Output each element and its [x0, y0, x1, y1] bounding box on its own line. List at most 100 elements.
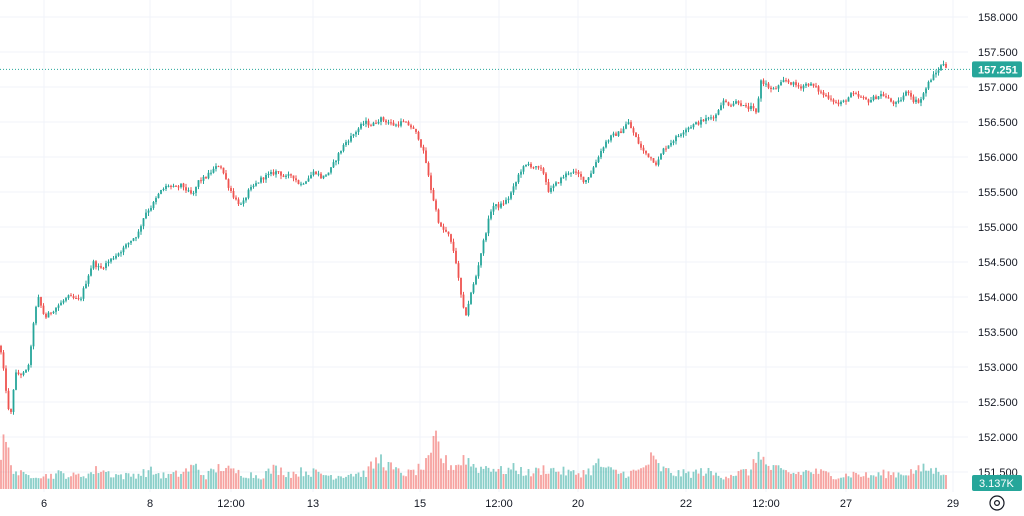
- volume-bar: [395, 467, 397, 489]
- candle-body: [177, 186, 180, 188]
- volume-bar: [830, 476, 832, 489]
- volume-bar: [257, 478, 260, 489]
- volume-bar: [0, 459, 2, 489]
- volume-bar: [20, 470, 22, 489]
- volume-bar: [860, 476, 862, 489]
- candle-body: [692, 124, 695, 128]
- volume-bar: [662, 466, 665, 489]
- volume-bar: [70, 476, 72, 489]
- candle-body: [387, 122, 390, 124]
- volume-label: 3.137K: [979, 478, 1015, 490]
- volume-bar: [212, 469, 215, 489]
- candle-body: [202, 176, 205, 181]
- candlesticks[interactable]: [0, 60, 947, 415]
- volume-bar: [100, 471, 102, 489]
- candle-body: [547, 182, 550, 192]
- volume-bar: [630, 470, 632, 489]
- candle-body: [92, 261, 95, 269]
- candle-body: [475, 276, 477, 285]
- candle-body: [652, 158, 655, 163]
- volume-bar: [635, 470, 637, 489]
- volume-bar: [125, 472, 127, 489]
- last-price-badge: 157.251: [972, 61, 1022, 78]
- volume-bar: [920, 471, 922, 489]
- candle-body: [760, 80, 762, 99]
- candle-body: [570, 172, 572, 174]
- candle-body: [727, 102, 730, 106]
- volume-bar: [12, 473, 15, 489]
- candle-body: [667, 145, 670, 149]
- volume-bar: [562, 466, 565, 489]
- candle-body: [445, 229, 447, 232]
- candle-body: [670, 142, 672, 146]
- candle-body: [530, 163, 532, 168]
- candle-body: [117, 253, 120, 256]
- volume-bar: [850, 477, 852, 489]
- y-axis[interactable]: 151.500152.000152.500153.000153.500154.0…: [978, 12, 1018, 479]
- gear-icon: [989, 495, 1005, 511]
- candle-body: [587, 177, 590, 181]
- candle-body: [790, 82, 792, 85]
- candle-body: [830, 98, 832, 100]
- candle-body: [557, 182, 560, 184]
- volume-bar: [732, 476, 735, 489]
- chart-settings-button[interactable]: [989, 495, 1005, 511]
- x-axis[interactable]: 6 8 12:00 13 15 12:00 20 22 12:00 27 29: [41, 498, 959, 510]
- volume-bar: [555, 471, 557, 489]
- volume-bar: [750, 469, 752, 489]
- candle-body: [342, 145, 345, 151]
- volume-bar: [600, 466, 602, 489]
- candle-body: [920, 99, 922, 103]
- volume-bar: [602, 467, 605, 489]
- volume-bar: [765, 464, 767, 489]
- volume-bar: [457, 464, 460, 489]
- volume-bar: [700, 468, 702, 489]
- volume-bar: [307, 474, 310, 489]
- volume-bar: [482, 468, 485, 489]
- candle-body: [180, 183, 182, 188]
- candle-body: [895, 102, 897, 104]
- volume-bar: [640, 468, 642, 489]
- candle-body: [885, 96, 887, 98]
- candle-body: [477, 265, 480, 277]
- candle-body: [852, 93, 855, 95]
- candle-body: [72, 296, 75, 299]
- candle-body: [545, 173, 547, 183]
- candle-body: [590, 173, 592, 178]
- candle-body: [597, 157, 600, 163]
- volume-bar: [415, 475, 417, 489]
- candle-body: [665, 148, 667, 150]
- x-tick-label: 22: [680, 498, 692, 510]
- volume-bar: [140, 475, 142, 489]
- volume-bar: [597, 458, 600, 489]
- volume-bar: [312, 468, 315, 489]
- volume-bar: [882, 469, 885, 489]
- candle-body: [820, 91, 822, 93]
- gear-icon-center: [993, 500, 1000, 507]
- volume-bar: [797, 471, 800, 489]
- candle-body: [752, 106, 755, 109]
- candle-body: [772, 88, 775, 90]
- candle-body: [82, 288, 85, 299]
- volume-bar: [790, 473, 792, 489]
- volume-bar: [810, 472, 812, 489]
- candle-body: [362, 123, 365, 125]
- volume-bar: [242, 477, 245, 489]
- volume-bar: [362, 470, 365, 489]
- volume-bar: [747, 475, 750, 489]
- volume-bar: [755, 462, 757, 489]
- volume-bar: [945, 475, 947, 489]
- volume-bar: [670, 472, 672, 489]
- volume-bar: [667, 468, 670, 489]
- candle-body: [877, 96, 880, 100]
- candle-body: [317, 173, 320, 175]
- candle-body: [595, 162, 597, 168]
- candle-body: [827, 95, 830, 99]
- volume-bar: [462, 455, 465, 489]
- x-tick-label: 15: [414, 498, 426, 510]
- volume-bar: [697, 473, 700, 489]
- volume-bar: [627, 476, 630, 489]
- volume-bar: [425, 458, 427, 489]
